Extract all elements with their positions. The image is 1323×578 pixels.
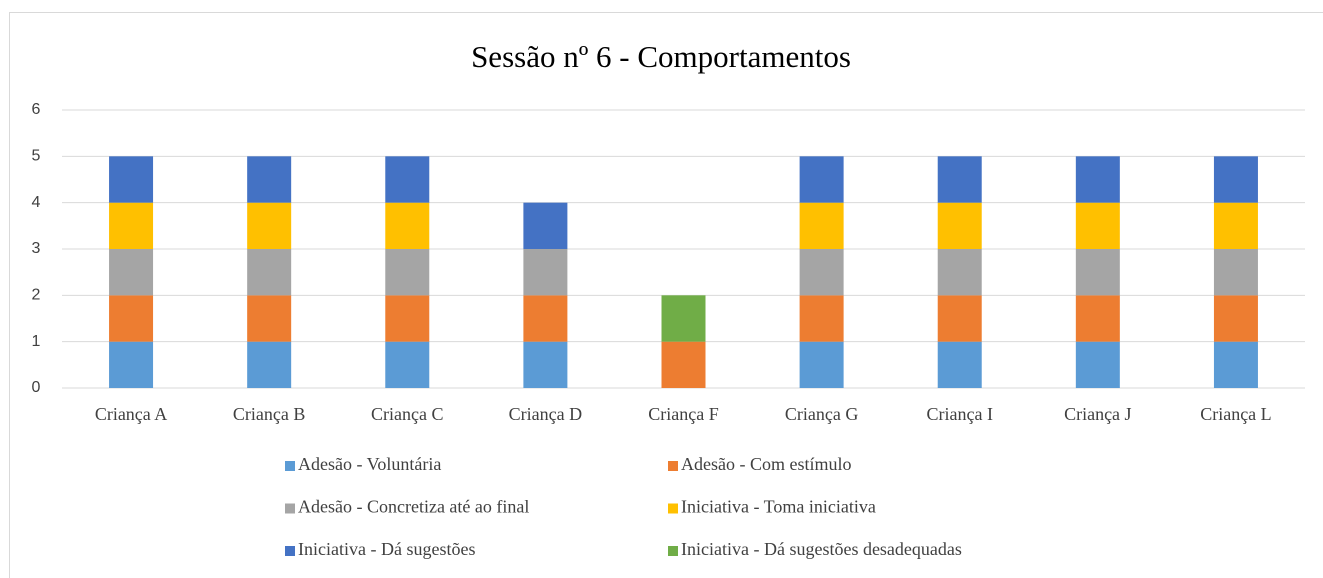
bar-segment xyxy=(523,341,568,388)
legend-label: Iniciativa - Dá sugestões xyxy=(298,539,475,559)
bar-segment xyxy=(109,249,154,296)
bar-segment xyxy=(109,341,154,388)
legend-swatch xyxy=(285,546,295,556)
bar-segment xyxy=(661,341,706,388)
legend-label: Adesão - Voluntária xyxy=(298,454,441,474)
bar-segment xyxy=(937,202,982,249)
bar-segment xyxy=(1075,295,1120,342)
bar-segment xyxy=(799,341,844,388)
bar-segment xyxy=(799,249,844,296)
bar-segment xyxy=(937,341,982,388)
y-tick-label: 3 xyxy=(32,240,41,257)
y-tick-label: 2 xyxy=(32,287,41,304)
bar-segment xyxy=(1213,156,1258,203)
bar-segment xyxy=(109,202,154,249)
bar-segment xyxy=(247,156,292,203)
bar-segment xyxy=(1213,341,1258,388)
x-tick-label: Criança A xyxy=(95,404,167,424)
bar-segment xyxy=(799,202,844,249)
bar-segment xyxy=(1075,341,1120,388)
bar-segment xyxy=(247,249,292,296)
bar-segment xyxy=(937,295,982,342)
bar-segment xyxy=(247,295,292,342)
y-tick-label: 5 xyxy=(32,148,41,165)
legend-label: Adesão - Com estímulo xyxy=(681,454,851,474)
y-tick-label: 4 xyxy=(32,194,41,211)
legend-swatch xyxy=(668,503,678,514)
bar-segment xyxy=(109,295,154,342)
x-tick-label: Criança L xyxy=(1200,404,1271,424)
bar-segment xyxy=(385,249,430,296)
x-tick-label: Criança C xyxy=(371,404,443,424)
bar-segment xyxy=(799,156,844,203)
x-tick-label: Criança G xyxy=(785,404,858,424)
bar-segment xyxy=(937,156,982,203)
y-tick-label: 0 xyxy=(32,379,41,396)
bar-segment xyxy=(523,295,568,342)
bar-segment xyxy=(523,249,568,296)
bar-segment xyxy=(385,295,430,342)
bar-segment xyxy=(1213,202,1258,249)
chart-title: Sessão nº 6 - Comportamentos xyxy=(471,39,851,74)
bar-segment xyxy=(1213,295,1258,342)
legend-label: Iniciativa - Toma iniciativa xyxy=(681,497,876,517)
bar-segment xyxy=(661,295,706,342)
legend-label: Adesão - Concretiza até ao final xyxy=(298,497,529,517)
legend-swatch xyxy=(668,546,678,556)
bar-segment xyxy=(1213,249,1258,296)
y-tick-label: 1 xyxy=(32,333,41,350)
x-tick-label: Criança J xyxy=(1064,404,1131,424)
legend-swatch xyxy=(285,461,295,471)
bar-segment xyxy=(109,156,154,203)
bar-segment xyxy=(799,295,844,342)
x-tick-label: Criança F xyxy=(648,404,718,424)
bar-segment xyxy=(385,202,430,249)
x-tick-label: Criança B xyxy=(233,404,305,424)
legend-swatch xyxy=(668,461,678,471)
legend-label: Iniciativa - Dá sugestões desadequadas xyxy=(681,539,962,559)
bar-segment xyxy=(523,202,568,249)
bar-segment xyxy=(247,341,292,388)
bar-segment xyxy=(1075,202,1120,249)
bar-segment xyxy=(385,341,430,388)
bar-segment xyxy=(1075,156,1120,203)
bar-segment xyxy=(937,249,982,296)
x-tick-label: Criança D xyxy=(509,404,582,424)
y-tick-label: 6 xyxy=(32,101,41,118)
bar-segment xyxy=(385,156,430,203)
bar-segment xyxy=(247,202,292,249)
bar-segment xyxy=(1075,249,1120,296)
legend-swatch xyxy=(285,503,295,514)
x-tick-label: Criança I xyxy=(926,404,992,424)
